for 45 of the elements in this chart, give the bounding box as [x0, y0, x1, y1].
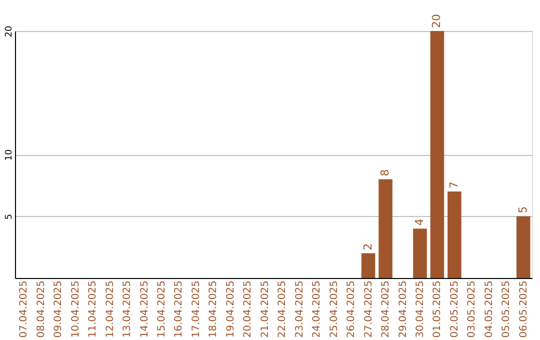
x-tick-label: 24.04.2025 [312, 280, 323, 338]
bar [516, 216, 530, 278]
x-tick-label: 29.04.2025 [398, 280, 409, 338]
x-tick-label: 12.04.2025 [104, 280, 116, 338]
x-tick-label: 27.04.2025 [363, 280, 374, 338]
data-label: 20 [430, 14, 444, 28]
x-tick-label: 15.04.2025 [156, 280, 168, 338]
x-tick-label: 16.04.2025 [174, 280, 185, 338]
data-label: 2 [361, 243, 374, 250]
y-tick-label: 20 [4, 26, 14, 38]
x-tick-label: 05.05.2025 [501, 280, 512, 338]
x-tick-label: 25.04.2025 [328, 280, 340, 338]
x-tick-label: 20.04.2025 [242, 280, 254, 338]
bar [361, 253, 376, 278]
data-label: 8 [378, 169, 392, 176]
bar [378, 179, 392, 278]
bar [448, 192, 462, 278]
x-tick-label: 26.04.2025 [346, 280, 358, 338]
y-tick-label: 5 [4, 214, 14, 220]
x-tick-label: 02.05.2025 [449, 280, 460, 338]
x-tick-label: 01.05.2025 [432, 280, 444, 338]
x-tick-label: 21.04.2025 [260, 280, 271, 338]
x-tick-label: 30.04.2025 [414, 280, 426, 338]
x-tick-label: 03.05.2025 [466, 280, 478, 338]
x-tick-label: 17.04.2025 [190, 280, 202, 338]
data-label: 4 [412, 218, 426, 226]
x-tick-label: 07.04.2025 [18, 280, 30, 338]
x-tick-label: 19.04.2025 [225, 280, 236, 338]
x-tick-label: 06.05.2025 [518, 280, 530, 338]
data-label: 5 [516, 206, 530, 214]
data-label: 7 [447, 182, 460, 189]
x-tick-label: 08.04.2025 [36, 280, 47, 338]
x-tick-label: 18.04.2025 [208, 280, 220, 338]
x-tick-label: 04.05.2025 [484, 280, 495, 338]
x-tick-label: 10.04.2025 [70, 280, 82, 338]
x-tick-label: 22.04.2025 [277, 280, 288, 338]
x-tick-label: 23.04.2025 [294, 280, 306, 338]
bar [413, 228, 427, 278]
x-tick-label: 11.04.2025 [88, 280, 99, 338]
x-tick-label: 14.04.2025 [139, 280, 150, 338]
x-tick-label: 28.04.2025 [380, 280, 392, 338]
x-tick-label: 13.04.2025 [122, 280, 134, 338]
bar [430, 31, 444, 278]
x-tick-label: 09.04.2025 [53, 280, 64, 338]
y-tick-label: 10 [4, 149, 14, 161]
